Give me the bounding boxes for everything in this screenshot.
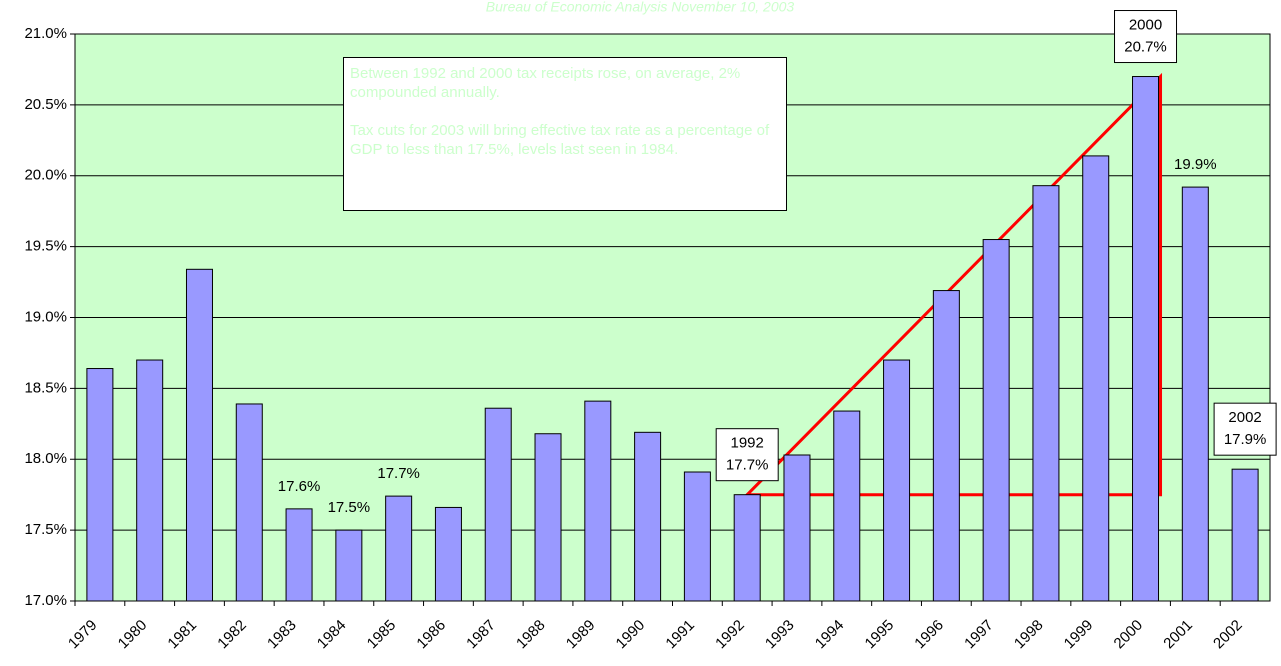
bar <box>434 506 462 602</box>
annotation-text: Tax cuts for 2003 will bring effective t… <box>350 122 770 158</box>
annotation-box: Between 1992 and 2000 tax receipts rose,… <box>343 57 787 211</box>
x-tick-label: 1998 <box>1011 617 1047 653</box>
value-label: 17.5% <box>328 499 371 516</box>
bar <box>683 471 711 602</box>
x-tick-label: 1991 <box>662 617 698 653</box>
x-tick-label: 1979 <box>65 617 101 653</box>
bar <box>136 359 164 602</box>
y-tick-label: 17.0% <box>24 592 67 609</box>
bar <box>1032 185 1060 602</box>
bar <box>883 359 911 602</box>
x-tick-label: 2001 <box>1160 617 1196 653</box>
x-tick-label: 1983 <box>264 617 300 653</box>
x-tick-label: 1999 <box>1061 617 1097 653</box>
x-tick-label: 1996 <box>911 617 947 653</box>
bar <box>1231 468 1259 602</box>
bar <box>235 403 263 602</box>
label-year: 1992 <box>731 435 764 452</box>
x-tick-label: 1993 <box>762 617 798 653</box>
value-label: 19.9% <box>1174 156 1217 173</box>
x-tick-label: 1988 <box>513 617 549 653</box>
bar <box>932 290 960 602</box>
x-tick-label: 2002 <box>1210 617 1246 653</box>
y-tick-label: 19.5% <box>24 238 67 255</box>
label-box <box>1213 402 1277 456</box>
y-tick-label: 18.5% <box>24 379 67 396</box>
bar <box>534 433 562 602</box>
bar <box>833 410 861 602</box>
x-tick-label: 1982 <box>214 617 250 653</box>
y-tick-label: 19.0% <box>24 308 67 325</box>
y-tick-label: 20.0% <box>24 167 67 184</box>
x-tick-label: 1985 <box>364 617 400 653</box>
bar <box>783 454 811 602</box>
value-label: 17.7% <box>377 465 420 482</box>
x-tick-label: 1984 <box>314 617 350 653</box>
bar <box>1181 186 1209 602</box>
chart-title: Bureau of Economic Analysis November 10,… <box>486 0 795 15</box>
bar <box>733 494 761 602</box>
x-tick-label: 1989 <box>563 617 599 653</box>
y-tick-label: 18.0% <box>24 450 67 467</box>
bar <box>185 268 213 602</box>
value-label: 17.6% <box>278 478 321 495</box>
value-label: 17.9% <box>1224 431 1267 448</box>
x-tick-label: 1981 <box>164 617 200 653</box>
bar <box>1082 155 1110 602</box>
x-tick-label: 2000 <box>1111 617 1147 653</box>
value-label: 20.7% <box>1124 38 1167 55</box>
x-tick-label: 1990 <box>613 617 649 653</box>
bar <box>584 400 612 602</box>
label-box <box>715 428 779 482</box>
bar <box>634 431 662 602</box>
bar <box>86 368 114 602</box>
y-tick-label: 20.5% <box>24 96 67 113</box>
bar <box>385 495 413 602</box>
x-tick-label: 1995 <box>862 617 898 653</box>
x-tick-label: 1992 <box>712 617 748 653</box>
bar <box>1132 76 1160 602</box>
y-tick-label: 21.0% <box>24 25 67 42</box>
label-year: 2000 <box>1129 16 1162 33</box>
annotation-text: Between 1992 and 2000 tax receipts rose,… <box>350 65 741 101</box>
label-box <box>1114 10 1178 64</box>
value-label: 17.7% <box>726 457 769 474</box>
bar <box>335 529 363 602</box>
x-tick-label: 1994 <box>812 617 848 653</box>
bar <box>484 407 512 602</box>
bar <box>982 239 1010 602</box>
x-tick-label: 1980 <box>115 617 151 653</box>
x-tick-label: 1987 <box>463 617 499 653</box>
x-tick-label: 1997 <box>961 617 997 653</box>
y-tick-label: 17.5% <box>24 521 67 538</box>
x-tick-label: 1986 <box>413 617 449 653</box>
bar <box>285 508 313 602</box>
label-year: 2002 <box>1228 409 1261 426</box>
